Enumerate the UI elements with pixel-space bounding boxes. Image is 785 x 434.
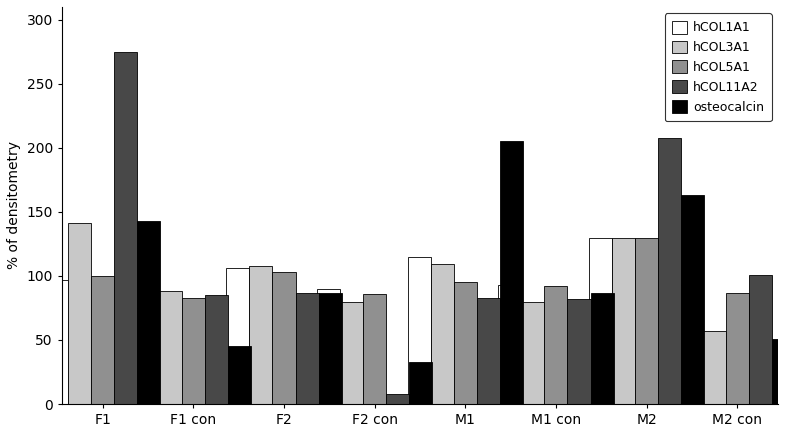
Bar (226, 268, 250, 404)
Legend: hCOL1A1, hCOL3A1, hCOL5A1, hCOL11A2, osteocalcin: hCOL1A1, hCOL3A1, hCOL5A1, hCOL11A2, ost… (665, 13, 772, 122)
Bar (250, 266, 272, 404)
Bar (681, 195, 704, 404)
Bar (45, 280, 68, 404)
Bar (521, 302, 545, 404)
Bar (498, 285, 521, 404)
Bar (772, 339, 785, 404)
Bar (703, 331, 725, 404)
Bar (454, 283, 476, 404)
Bar (363, 294, 386, 404)
Bar (228, 346, 251, 404)
Bar (476, 298, 500, 404)
Bar (205, 295, 228, 404)
Bar (115, 52, 137, 404)
Bar (91, 276, 115, 404)
Bar (409, 362, 433, 404)
Bar (182, 298, 205, 404)
Bar (545, 286, 568, 404)
Bar (386, 394, 409, 404)
Bar (317, 289, 340, 404)
Bar (635, 237, 658, 404)
Bar (137, 221, 160, 404)
Bar (589, 237, 612, 404)
Bar (725, 293, 749, 404)
Bar (319, 293, 341, 404)
Bar (295, 293, 319, 404)
Bar (658, 138, 681, 404)
Bar (680, 285, 703, 404)
Y-axis label: % of densitometry: % of densitometry (7, 141, 21, 270)
Bar (590, 293, 614, 404)
Bar (407, 257, 431, 404)
Bar (749, 275, 772, 404)
Bar (431, 264, 454, 404)
Bar (272, 272, 295, 404)
Bar (159, 291, 182, 404)
Bar (68, 224, 91, 404)
Bar (136, 308, 159, 404)
Bar (612, 237, 635, 404)
Bar (568, 299, 590, 404)
Bar (500, 141, 523, 404)
Bar (340, 302, 363, 404)
